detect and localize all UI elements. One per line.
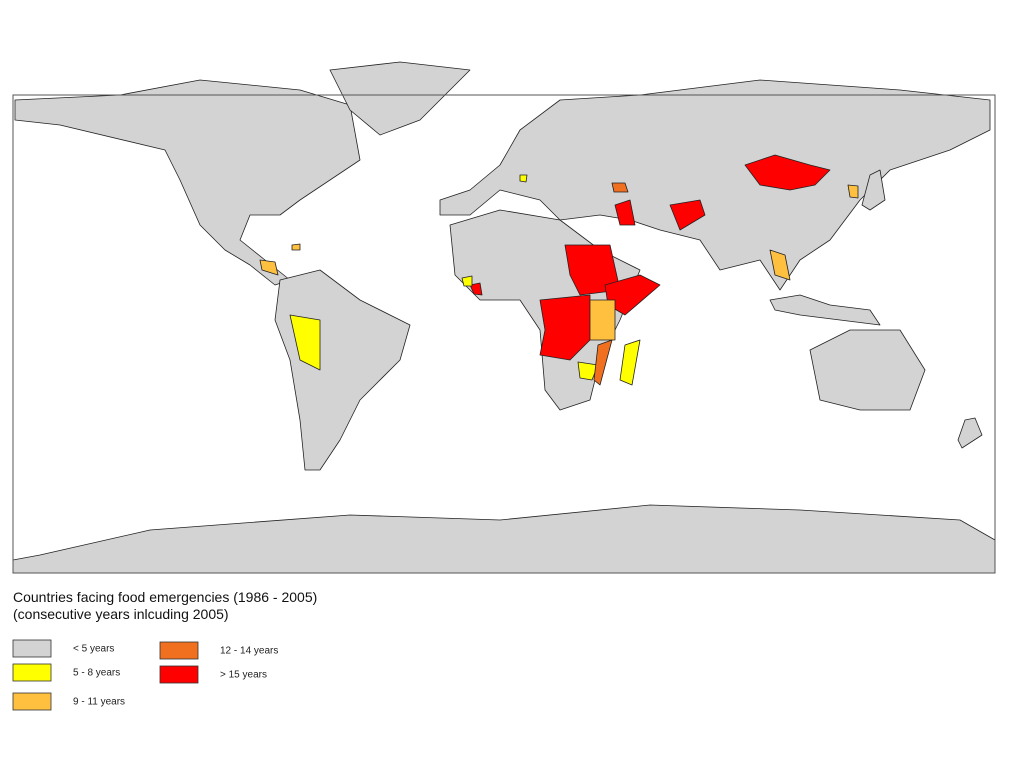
central-africa	[539, 294, 591, 361]
iraq	[614, 199, 636, 226]
legend-label: 12 - 14 years	[220, 646, 278, 657]
central-america	[259, 259, 279, 276]
legend-swatch	[159, 665, 199, 684]
greenland	[329, 61, 471, 136]
new-zealand	[957, 417, 983, 449]
east-africa	[589, 299, 616, 341]
legend-subtitle: (consecutive years inlcuding 2005)	[13, 606, 229, 622]
mozambique	[593, 339, 613, 386]
eurasia	[439, 79, 991, 291]
legend: < 5 years 5 - 8 years 9 - 11 years 12 - 14 …	[12, 639, 278, 711]
legend-swatch	[12, 663, 52, 682]
balkans	[519, 174, 528, 183]
legend-label: 5 - 8 years	[73, 668, 120, 679]
indochina	[769, 249, 791, 281]
indonesia	[769, 294, 881, 326]
caucasus	[611, 182, 629, 193]
map-frame	[12, 94, 996, 574]
mongolia	[744, 154, 831, 191]
liberia	[469, 282, 483, 296]
madagascar	[619, 339, 641, 386]
legend-label: 9 - 11 years	[73, 697, 125, 708]
sudan	[564, 244, 621, 296]
korea	[847, 184, 859, 199]
japan	[861, 169, 886, 211]
legend-swatch	[12, 639, 52, 658]
legend-label: < 5 years	[73, 644, 114, 655]
sierra-leone	[461, 275, 473, 287]
peru	[289, 314, 321, 371]
afghanistan	[669, 199, 706, 231]
legend-swatch	[159, 641, 199, 660]
legend-title: Countries facing food emergencies (1986 …	[13, 589, 317, 605]
north-america	[14, 79, 361, 286]
haiti	[291, 243, 301, 251]
world-map	[12, 61, 996, 574]
australia	[809, 329, 926, 411]
legend-swatch	[12, 692, 52, 711]
zimbabwe	[577, 361, 599, 381]
legend-label: > 15 years	[220, 670, 267, 681]
